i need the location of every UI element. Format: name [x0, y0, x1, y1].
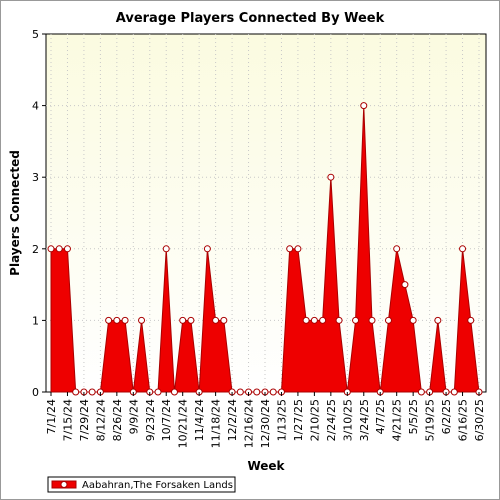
data-point	[138, 316, 146, 324]
y-axis-ticks: 0 1 2 3 4 5	[32, 28, 46, 399]
x-tick-label: 4/21/25	[391, 399, 404, 441]
data-point	[368, 316, 376, 324]
data-point	[384, 316, 392, 324]
data-point	[319, 316, 327, 324]
x-tick-label: 2/24/25	[325, 399, 338, 441]
y-tick-label: 5	[32, 28, 39, 41]
y-tick-label: 2	[32, 243, 39, 256]
x-tick-label: 11/18/24	[210, 399, 223, 448]
data-point	[47, 245, 55, 253]
data-point	[88, 388, 96, 396]
x-tick-label: 12/16/24	[243, 399, 256, 448]
data-point	[236, 388, 244, 396]
x-tick-label: 3/10/25	[341, 399, 354, 441]
x-tick-label: 1/13/25	[275, 399, 288, 441]
legend-label: Aabahran,The Forsaken Lands	[82, 480, 233, 491]
data-point	[212, 316, 220, 324]
data-point	[162, 245, 170, 253]
data-point	[450, 388, 458, 396]
legend-marker	[60, 481, 68, 488]
x-axis-title: Week	[247, 459, 285, 473]
x-tick-label: 7/29/24	[78, 399, 91, 441]
chart-title: Average Players Connected By Week	[116, 11, 385, 26]
data-point	[105, 316, 113, 324]
y-tick-label: 0	[32, 386, 39, 399]
x-tick-label: 9/23/24	[144, 399, 157, 441]
x-tick-label: 12/2/24	[226, 399, 239, 441]
data-point	[179, 316, 187, 324]
data-point	[360, 102, 368, 110]
data-point	[253, 388, 261, 396]
data-point	[55, 245, 63, 253]
data-point	[327, 173, 335, 181]
data-point	[269, 388, 277, 396]
y-axis-title: Players Connected	[8, 150, 22, 276]
data-point	[417, 388, 425, 396]
data-point	[203, 245, 211, 253]
x-tick-label: 7/15/24	[61, 399, 74, 441]
data-point	[294, 245, 302, 253]
data-point	[302, 316, 310, 324]
data-point	[352, 316, 360, 324]
x-tick-label: 9/9/24	[127, 399, 140, 434]
x-tick-label: 4/7/25	[374, 399, 387, 434]
x-axis-ticks: 7/1/24 7/15/24 7/29/24 8/12/24 8/26/24 9/9/24…	[45, 392, 486, 448]
data-point	[154, 388, 162, 396]
data-point	[467, 316, 475, 324]
x-tick-label: 8/26/24	[111, 399, 124, 441]
data-point	[113, 316, 121, 324]
y-tick-label: 4	[32, 100, 39, 113]
data-point	[310, 316, 318, 324]
x-tick-label: 2/10/25	[308, 399, 321, 441]
data-point	[401, 281, 409, 289]
data-point	[393, 245, 401, 253]
data-point	[121, 316, 129, 324]
x-tick-label: 12/30/24	[259, 399, 272, 448]
data-point	[335, 316, 343, 324]
legend-box	[47, 476, 236, 493]
x-tick-label: 5/19/25	[424, 399, 437, 441]
data-point	[409, 316, 417, 324]
y-tick-label: 1	[32, 314, 39, 327]
x-tick-label: 10/21/24	[177, 399, 190, 448]
x-tick-label: 8/12/24	[94, 399, 107, 441]
x-tick-label: 5/5/25	[407, 399, 420, 434]
data-point	[220, 316, 228, 324]
x-tick-label: 6/16/25	[457, 399, 470, 441]
x-tick-label: 1/27/25	[292, 399, 305, 441]
legend: Aabahran,The Forsaken Lands	[47, 476, 236, 493]
data-point	[286, 245, 294, 253]
data-point	[170, 388, 178, 396]
y-tick-label: 3	[32, 171, 39, 184]
x-tick-label: 10/7/24	[160, 399, 173, 441]
data-point	[72, 388, 80, 396]
x-tick-label: 3/24/25	[358, 399, 371, 441]
data-point	[434, 316, 442, 324]
x-tick-label: 6/30/25	[473, 399, 486, 441]
data-point	[187, 316, 195, 324]
x-tick-label: 7/1/24	[45, 399, 58, 434]
grid-lines	[46, 34, 486, 392]
x-tick-label: 6/2/25	[440, 399, 453, 434]
x-tick-label: 11/4/24	[193, 399, 206, 441]
data-point	[63, 245, 71, 253]
data-point	[459, 245, 467, 253]
